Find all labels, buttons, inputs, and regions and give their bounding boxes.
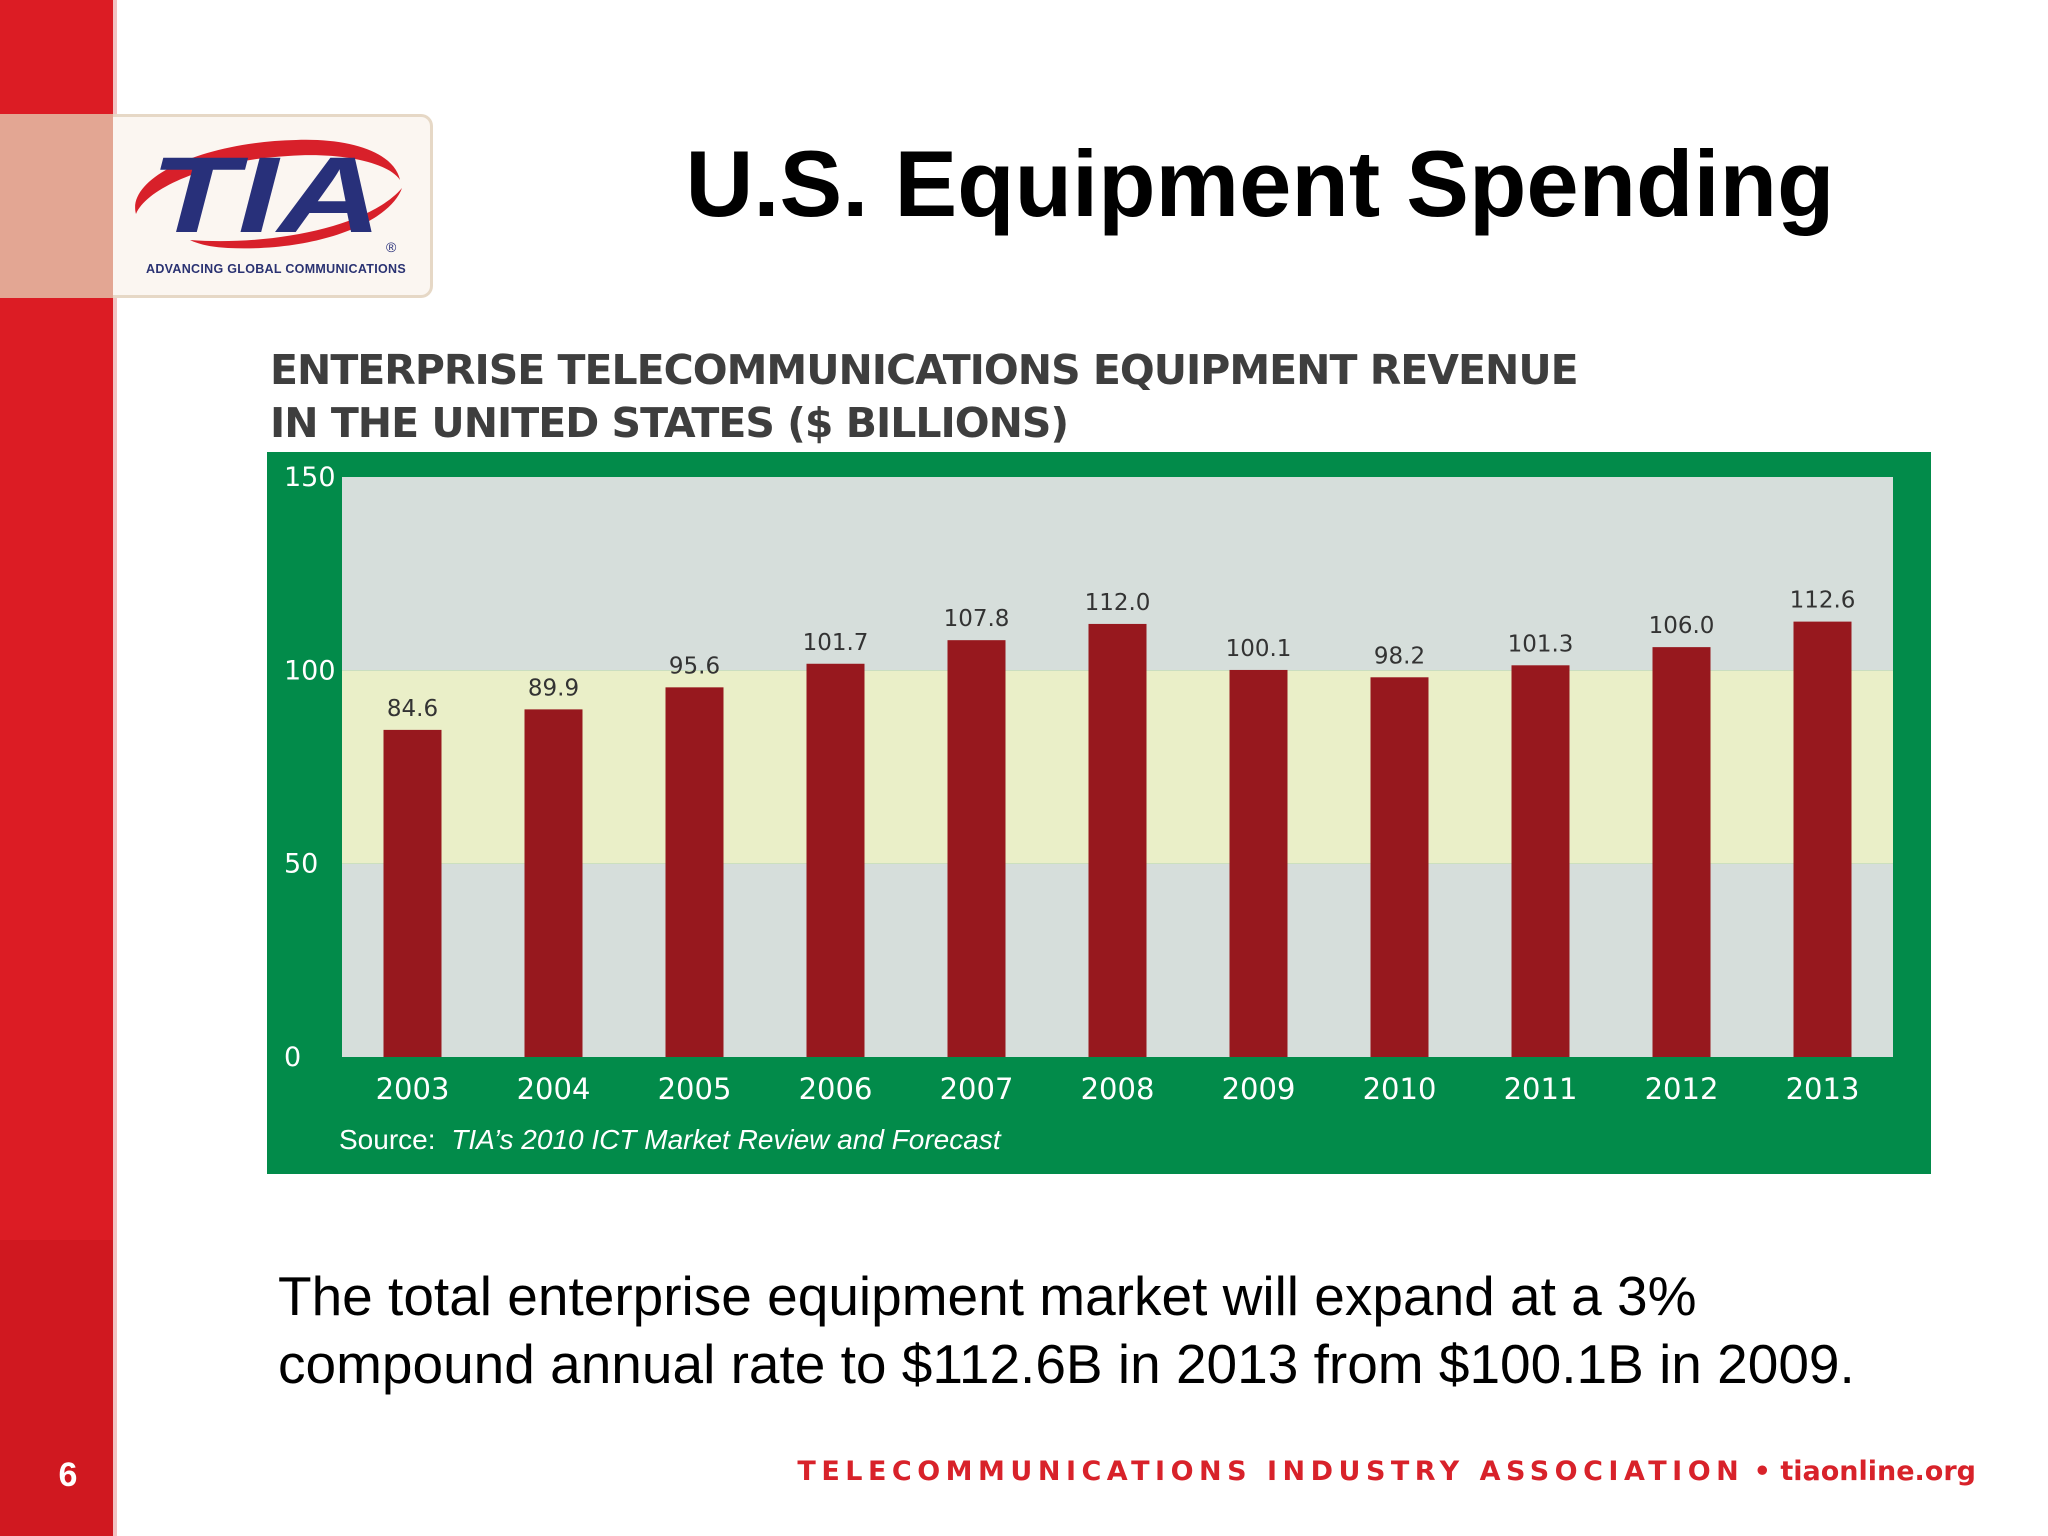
x-tick-label-2011: 2011 <box>1504 1072 1578 1106</box>
value-label-2009: 100.1 <box>1226 636 1292 662</box>
value-label-2004: 89.9 <box>528 675 579 701</box>
body-text: The total enterprise equipment market wi… <box>278 1262 1978 1398</box>
x-tick-label-2008: 2008 <box>1081 1072 1155 1106</box>
logo-registered-mark: ® <box>386 239 397 255</box>
x-tick-label-2009: 2009 <box>1222 1072 1296 1106</box>
y-tick-label-50: 50 <box>284 849 318 880</box>
value-label-2008: 112.0 <box>1085 590 1151 616</box>
bar-2010 <box>1370 677 1429 1057</box>
logo-panel-left <box>0 114 113 298</box>
bar-2003 <box>383 729 442 1057</box>
body-text-line-2: compound annual rate to $112.6B in 2013 … <box>278 1333 1855 1395</box>
bar-2007 <box>947 640 1006 1057</box>
chart-title-line-2: IN THE UNITED STATES ($ BILLIONS) <box>270 399 1069 447</box>
slide-title: U.S. Equipment Spending <box>685 131 1835 236</box>
logo-swoosh-lower-icon <box>190 188 402 249</box>
x-tick-label-2005: 2005 <box>658 1072 732 1106</box>
chart-source-text: TIA’s 2010 ICT Market Review and Forecas… <box>451 1124 1002 1155</box>
bar-chart: 84.6 89.9 95.6 101.7 107.8 112.0 100.1 98.2 101.… <box>267 452 1931 1174</box>
value-label-2012: 106.0 <box>1649 613 1715 639</box>
tia-logo: TIA ® <box>135 134 402 255</box>
page-number: 6 <box>58 1456 78 1494</box>
footer-url: tiaonline.org <box>1780 1456 1976 1487</box>
x-tick-label-2004: 2004 <box>517 1072 591 1106</box>
logo-tagline: ADVANCING GLOBAL COMMUNICATIONS <box>146 262 406 276</box>
logo-wordmark: TIA <box>150 134 382 255</box>
footer: TELECOMMUNICATIONS INDUSTRY ASSOCIATION … <box>796 1456 1976 1487</box>
bar-2005 <box>665 687 724 1057</box>
left-accent-bar-lower <box>0 1240 113 1536</box>
bar-2009 <box>1229 669 1288 1057</box>
y-tick-label-100: 100 <box>284 655 336 686</box>
bar-2008 <box>1088 623 1147 1057</box>
chart-source-prefix: Source: <box>339 1124 436 1155</box>
footer-separator: • <box>1744 1456 1781 1487</box>
bar-2013 <box>1793 621 1852 1057</box>
x-tick-label-2012: 2012 <box>1645 1072 1719 1106</box>
value-label-2005: 95.6 <box>669 653 720 679</box>
body-text-line-1: The total enterprise equipment market wi… <box>278 1265 1697 1327</box>
bar-2006 <box>806 663 865 1057</box>
value-label-2011: 101.3 <box>1508 631 1574 657</box>
value-label-2013: 112.6 <box>1790 588 1856 614</box>
value-label-2006: 101.7 <box>803 630 869 656</box>
chart-source: Source: TIA’s 2010 ICT Market Review and… <box>339 1124 1002 1155</box>
footer-org-name: TELECOMMUNICATIONS INDUSTRY ASSOCIATION <box>797 1456 1745 1487</box>
bar-2011 <box>1511 665 1570 1057</box>
x-tick-label-2007: 2007 <box>940 1072 1014 1106</box>
x-tick-label-2013: 2013 <box>1786 1072 1860 1106</box>
logo-swoosh-icon <box>135 139 400 214</box>
value-label-2003: 84.6 <box>387 696 438 722</box>
y-tick-label-0: 0 <box>284 1042 301 1073</box>
x-tick-label-2010: 2010 <box>1363 1072 1437 1106</box>
x-tick-label-2006: 2006 <box>799 1072 873 1106</box>
left-accent-divider <box>113 0 117 1536</box>
x-tick-label-2003: 2003 <box>376 1072 450 1106</box>
bar-2012 <box>1652 647 1711 1057</box>
chart-title: ENTERPRISE TELECOMMUNICATIONS EQUIPMENT … <box>270 344 1579 450</box>
bar-2004 <box>524 709 583 1057</box>
value-label-2010: 98.2 <box>1374 643 1425 669</box>
chart-title-line-1: ENTERPRISE TELECOMMUNICATIONS EQUIPMENT … <box>270 346 1579 394</box>
y-tick-label-150: 150 <box>284 462 336 493</box>
value-label-2007: 107.8 <box>944 606 1010 632</box>
